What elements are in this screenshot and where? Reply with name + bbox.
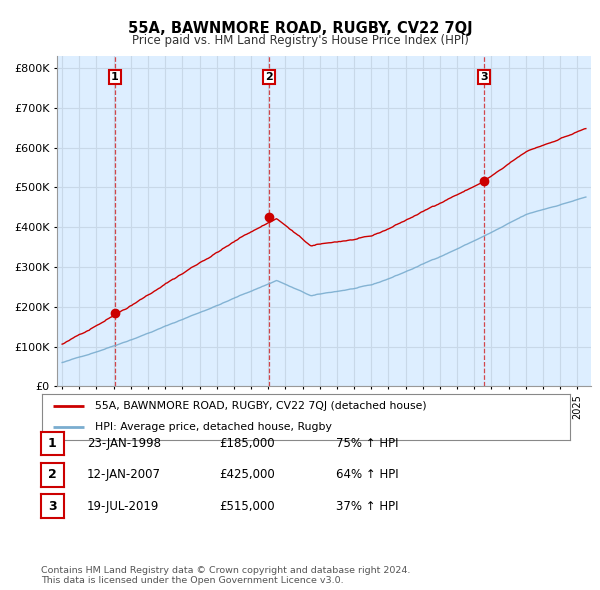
Text: 3: 3 (48, 500, 56, 513)
Text: £425,000: £425,000 (219, 468, 275, 481)
Text: 12-JAN-2007: 12-JAN-2007 (87, 468, 161, 481)
Text: 37% ↑ HPI: 37% ↑ HPI (336, 500, 398, 513)
Text: 19-JUL-2019: 19-JUL-2019 (87, 500, 160, 513)
Text: HPI: Average price, detached house, Rugby: HPI: Average price, detached house, Rugb… (95, 422, 332, 432)
Text: 2: 2 (265, 72, 273, 82)
Text: Contains HM Land Registry data © Crown copyright and database right 2024.: Contains HM Land Registry data © Crown c… (41, 566, 410, 575)
Text: 2: 2 (48, 468, 56, 481)
Text: 23-JAN-1998: 23-JAN-1998 (87, 437, 161, 450)
Text: 1: 1 (111, 72, 119, 82)
Text: Price paid vs. HM Land Registry's House Price Index (HPI): Price paid vs. HM Land Registry's House … (131, 34, 469, 47)
Text: 1: 1 (48, 437, 56, 450)
Text: £185,000: £185,000 (219, 437, 275, 450)
Text: 55A, BAWNMORE ROAD, RUGBY, CV22 7QJ: 55A, BAWNMORE ROAD, RUGBY, CV22 7QJ (128, 21, 472, 35)
Text: 3: 3 (480, 72, 487, 82)
Text: 64% ↑ HPI: 64% ↑ HPI (336, 468, 398, 481)
Text: 75% ↑ HPI: 75% ↑ HPI (336, 437, 398, 450)
Text: 55A, BAWNMORE ROAD, RUGBY, CV22 7QJ (detached house): 55A, BAWNMORE ROAD, RUGBY, CV22 7QJ (det… (95, 401, 427, 411)
Text: £515,000: £515,000 (219, 500, 275, 513)
Text: This data is licensed under the Open Government Licence v3.0.: This data is licensed under the Open Gov… (41, 576, 343, 585)
